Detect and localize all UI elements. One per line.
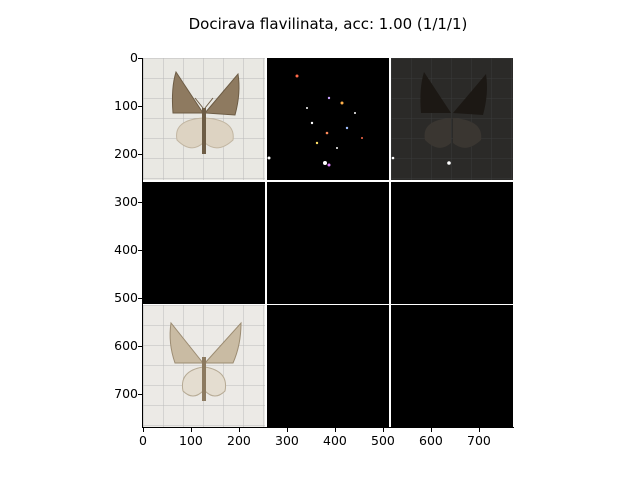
- y-tick-mark: [138, 58, 142, 59]
- y-tick-label: 0: [130, 50, 138, 65]
- cell-blank-1-2: [391, 182, 513, 304]
- y-tick-label: 400: [114, 242, 138, 257]
- y-tick-mark: [138, 346, 142, 347]
- cell-blank-1-0: [143, 182, 265, 304]
- y-tick-mark: [138, 298, 142, 299]
- y-tick-label: 200: [114, 146, 138, 161]
- y-axis-spine: [142, 58, 143, 428]
- cell-overlay: [391, 58, 513, 180]
- x-tick-label: 0: [139, 433, 147, 448]
- y-tick-mark: [138, 154, 142, 155]
- moth-left-hindwing: [176, 117, 204, 149]
- cell-blank-2-2: [391, 305, 513, 427]
- cell-original-image: [143, 58, 265, 180]
- x-tick-mark: [479, 428, 480, 432]
- y-tick-label: 500: [114, 290, 138, 305]
- x-tick-label: 300: [275, 433, 299, 448]
- moth-body: [202, 108, 206, 154]
- x-tick-mark: [191, 428, 192, 432]
- x-axis-spine: [142, 427, 514, 428]
- x-tick-label: 100: [179, 433, 203, 448]
- cell-blank-2-1: [267, 305, 389, 427]
- x-tick-mark: [383, 428, 384, 432]
- cell-attribution-map: [267, 58, 389, 180]
- x-tick-label: 600: [419, 433, 443, 448]
- y-tick-label: 600: [114, 338, 138, 353]
- x-tick-mark: [287, 428, 288, 432]
- y-tick-mark: [138, 202, 142, 203]
- y-tick-mark: [138, 106, 142, 107]
- moth-photo-reconstruction: [143, 305, 265, 427]
- x-tick-mark: [431, 428, 432, 432]
- x-tick-label: 700: [467, 433, 491, 448]
- x-tick-label: 500: [371, 433, 395, 448]
- attribution-map-sparse: [267, 58, 389, 180]
- y-tick-mark: [138, 394, 142, 395]
- cell-reconstruction: [143, 305, 265, 427]
- darkened-overlay: [391, 58, 513, 180]
- y-tick-mark: [138, 250, 142, 251]
- x-tick-label: 200: [227, 433, 251, 448]
- image-grid-plot: [143, 58, 513, 427]
- x-tick-mark: [239, 428, 240, 432]
- x-tick-label: 400: [323, 433, 347, 448]
- figure-title: Docirava flavilinata, acc: 1.00 (1/1/1): [188, 15, 468, 33]
- y-tick-label: 100: [114, 98, 138, 113]
- cell-blank-1-1: [267, 182, 389, 304]
- x-tick-mark: [335, 428, 336, 432]
- moth-right-forewing: [203, 72, 240, 116]
- x-tick-mark: [143, 428, 144, 432]
- moth-right-hindwing: [204, 117, 234, 149]
- y-tick-label: 700: [114, 386, 138, 401]
- y-tick-label: 300: [114, 194, 138, 209]
- moth-photo-original: [143, 58, 265, 180]
- moth-left-forewing: [171, 70, 204, 114]
